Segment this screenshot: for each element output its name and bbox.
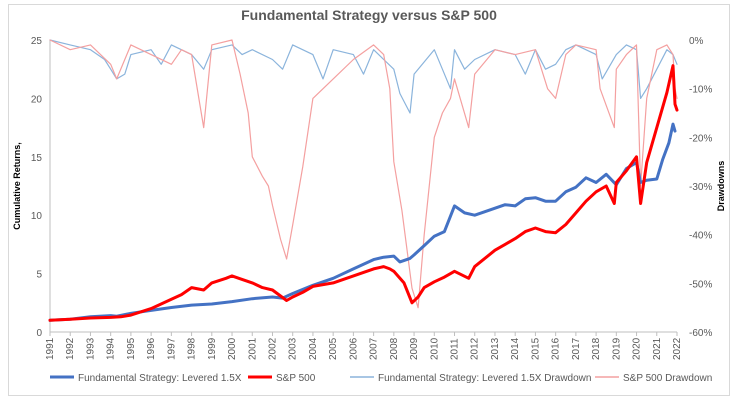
x-tick-label: 2012 xyxy=(470,337,481,360)
x-tick-label: 1992 xyxy=(65,337,76,360)
x-tick-label: 2011 xyxy=(450,338,461,360)
y-axis-label: Cumulative Returns, xyxy=(12,142,22,230)
series-line-2 xyxy=(49,39,678,114)
x-tick-label: 1999 xyxy=(207,337,218,360)
x-tick-label: 2013 xyxy=(490,337,501,360)
x-tick-label: 2022 xyxy=(672,337,683,360)
series-line-1 xyxy=(48,64,679,322)
y2-tick-label: -30% xyxy=(689,182,712,193)
x-tick-label: 1993 xyxy=(85,337,96,360)
x-tick-label: 2019 xyxy=(611,337,622,360)
legend-label-1: S&P 500 xyxy=(276,373,316,384)
legend-label-3: S&P 500 Drawdown xyxy=(623,373,712,384)
x-tick-label: 1995 xyxy=(126,337,137,360)
y2-tick-label: -20% xyxy=(689,133,712,144)
x-tick-label: 2004 xyxy=(308,337,319,360)
series-line-0 xyxy=(48,122,677,322)
x-tick-label: 2007 xyxy=(369,337,380,360)
x-tick-label: 2008 xyxy=(389,337,400,360)
y2-tick-label: -10% xyxy=(689,85,712,96)
x-tick-label: 1997 xyxy=(166,337,177,360)
x-tick-label: 1991 xyxy=(45,337,56,360)
x-tick-label: 2005 xyxy=(328,337,339,360)
legend-label-0: Fundamental Strategy: Levered 1.5X xyxy=(78,373,242,384)
y2-tick-label: 0% xyxy=(689,36,704,47)
x-tick-label: 2014 xyxy=(510,337,521,360)
y-tick-label: 20 xyxy=(31,94,43,105)
x-tick-label: 2016 xyxy=(551,337,562,360)
y-tick-label: 0 xyxy=(36,328,42,339)
y2-tick-label: -40% xyxy=(689,231,712,242)
x-tick-label: 1996 xyxy=(146,337,157,360)
x-tick-label: 2021 xyxy=(652,337,663,360)
x-tick-label: 2015 xyxy=(530,337,541,360)
x-tick-label: 1998 xyxy=(187,337,198,360)
legend-label-2: Fundamental Strategy: Levered 1.5X Drawd… xyxy=(378,373,591,384)
series-line-3 xyxy=(49,39,678,309)
x-tick-label: 2018 xyxy=(591,337,602,360)
x-tick-label: 2003 xyxy=(288,337,299,360)
y-tick-label: 15 xyxy=(31,153,43,164)
y2-tick-label: -60% xyxy=(689,328,712,339)
y-tick-label: 10 xyxy=(31,211,43,222)
x-tick-label: 2009 xyxy=(409,337,420,360)
x-tick-label: 2001 xyxy=(247,337,258,360)
y2-tick-label: -50% xyxy=(689,279,712,290)
x-tick-label: 2000 xyxy=(227,337,238,360)
y2-axis-label: Drawdowns xyxy=(716,161,726,212)
y-tick-label: 5 xyxy=(36,270,42,281)
x-tick-label: 2017 xyxy=(571,337,582,360)
x-tick-label: 2006 xyxy=(348,337,359,360)
y-tick-label: 25 xyxy=(31,36,43,47)
x-tick-label: 1994 xyxy=(106,337,117,360)
x-tick-label: 2010 xyxy=(429,337,440,360)
x-tick-label: 2020 xyxy=(632,337,643,360)
chart-title: Fundamental Strategy versus S&P 500 xyxy=(241,7,497,23)
x-tick-label: 2002 xyxy=(267,337,278,360)
